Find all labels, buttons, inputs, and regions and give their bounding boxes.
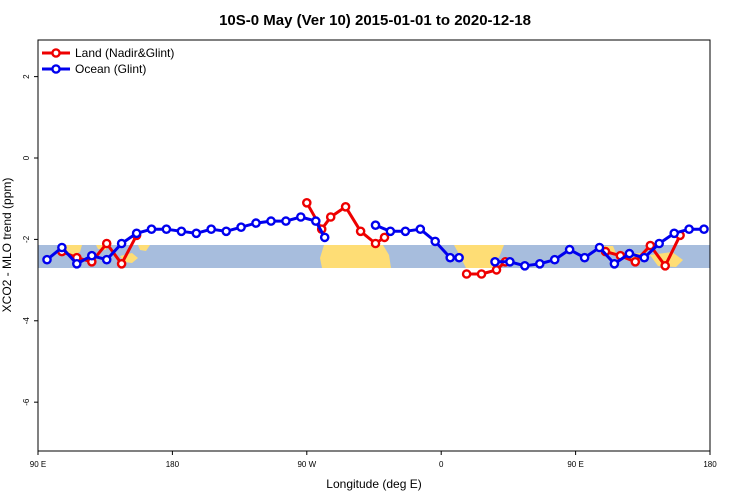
data-point — [131, 228, 142, 239]
data-point — [660, 260, 671, 271]
data-point — [415, 224, 426, 234]
data-point — [430, 236, 441, 247]
data-point — [564, 244, 575, 255]
series-line — [466, 260, 507, 276]
data-point — [236, 222, 246, 232]
data-point — [325, 212, 336, 222]
x-tick-label: 180 — [166, 460, 180, 469]
legend-label: Land (Nadir&Glint) — [75, 46, 174, 60]
x-tick-label: 90 W — [297, 460, 316, 469]
data-point — [461, 269, 472, 279]
legend-marker — [51, 64, 61, 74]
x-axis-label: Longitude (deg E) — [326, 477, 421, 491]
data-point — [116, 238, 127, 249]
data-point — [490, 256, 500, 267]
data-point — [301, 197, 312, 208]
data-point — [251, 218, 261, 228]
x-tick-label: 180 — [703, 460, 717, 469]
y-tick-label: -2 — [22, 235, 31, 243]
data-point — [116, 258, 127, 269]
data-point — [146, 224, 157, 234]
data-point — [206, 224, 216, 234]
legend-marker — [51, 48, 61, 58]
data-point — [319, 232, 330, 243]
data-point — [454, 252, 464, 263]
data-point — [684, 224, 694, 234]
data-point — [379, 232, 390, 243]
series-layer — [42, 197, 709, 279]
data-point — [295, 212, 306, 222]
data-point — [355, 226, 366, 237]
data-point — [630, 256, 641, 267]
data-point — [520, 260, 530, 271]
data-point — [505, 256, 515, 267]
data-point — [161, 224, 172, 234]
data-point — [639, 252, 650, 263]
data-point — [310, 216, 321, 226]
land-mass — [320, 245, 391, 268]
data-point — [176, 226, 187, 237]
data-point — [624, 248, 635, 259]
data-point — [385, 226, 396, 237]
y-tick-label: 2 — [22, 74, 31, 79]
y-tick-label: 0 — [22, 155, 31, 160]
data-point — [340, 201, 351, 212]
data-point — [491, 265, 502, 275]
data-point — [535, 258, 545, 269]
data-point — [645, 240, 656, 251]
legend-label: Ocean (Glint) — [75, 62, 146, 76]
data-point — [266, 216, 276, 226]
data-point — [609, 258, 620, 269]
data-point — [42, 254, 52, 265]
y-tick-label: -4 — [22, 317, 31, 325]
data-point — [445, 252, 456, 263]
legend: Land (Nadir&Glint) Ocean (Glint) — [42, 46, 174, 76]
data-point — [654, 238, 665, 249]
data-point — [579, 252, 590, 263]
series-group — [42, 212, 709, 271]
y-tick-label: -6 — [22, 398, 31, 406]
data-point — [699, 224, 709, 234]
data-point — [669, 228, 680, 239]
data-point — [72, 258, 82, 269]
data-point — [281, 216, 291, 226]
data-point — [57, 242, 67, 253]
data-point — [594, 242, 605, 253]
data-point — [549, 254, 560, 265]
data-point — [370, 220, 381, 230]
data-point — [400, 226, 411, 237]
x-tick-label: 90 E — [30, 460, 46, 469]
data-point — [191, 228, 202, 239]
y-axis-label: XCO2 - MLO trend (ppm) — [0, 178, 14, 313]
data-point — [221, 226, 231, 237]
x-tick-label: 0 — [439, 460, 444, 469]
data-point — [87, 250, 97, 261]
y-axis: 2 0 -2 -4 -6 — [22, 74, 38, 406]
data-point — [476, 269, 487, 279]
chart-title: 10S-0 May (Ver 10) 2015-01-01 to 2020-12… — [219, 12, 531, 29]
x-axis: 90 E 180 90 W 0 90 E 180 — [30, 451, 717, 469]
land-mass — [138, 245, 150, 251]
data-point — [370, 238, 381, 249]
data-point — [101, 238, 112, 249]
x-tick-label: 90 E — [567, 460, 583, 469]
plot-frame — [37, 39, 711, 452]
data-point — [101, 254, 112, 265]
